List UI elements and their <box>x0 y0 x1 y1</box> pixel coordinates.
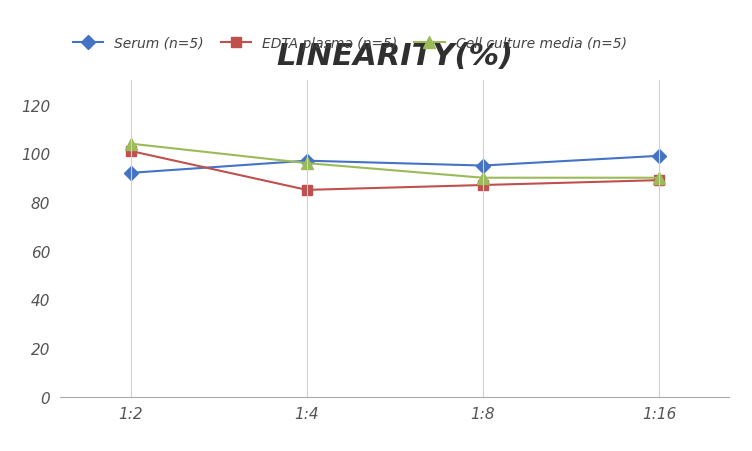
Title: LINEARITY(%): LINEARITY(%) <box>276 41 514 70</box>
Line: Cell culture media (n=5): Cell culture media (n=5) <box>125 139 665 184</box>
Line: Serum (n=5): Serum (n=5) <box>126 152 664 178</box>
Line: EDTA plasma (n=5): EDTA plasma (n=5) <box>126 147 664 195</box>
Cell culture media (n=5) <box>654 175 663 181</box>
Legend: Serum (n=5), EDTA plasma (n=5), Cell culture media (n=5): Serum (n=5), EDTA plasma (n=5), Cell cul… <box>67 31 632 56</box>
Cell culture media (n=5) <box>126 142 135 147</box>
EDTA plasma (n=5) <box>302 188 311 193</box>
EDTA plasma (n=5) <box>654 178 663 184</box>
EDTA plasma (n=5) <box>126 149 135 154</box>
Cell culture media (n=5) <box>478 175 487 181</box>
Serum (n=5) <box>654 154 663 159</box>
EDTA plasma (n=5) <box>478 183 487 189</box>
Serum (n=5) <box>478 163 487 169</box>
Serum (n=5) <box>302 159 311 164</box>
Serum (n=5) <box>126 171 135 176</box>
Cell culture media (n=5) <box>302 161 311 166</box>
